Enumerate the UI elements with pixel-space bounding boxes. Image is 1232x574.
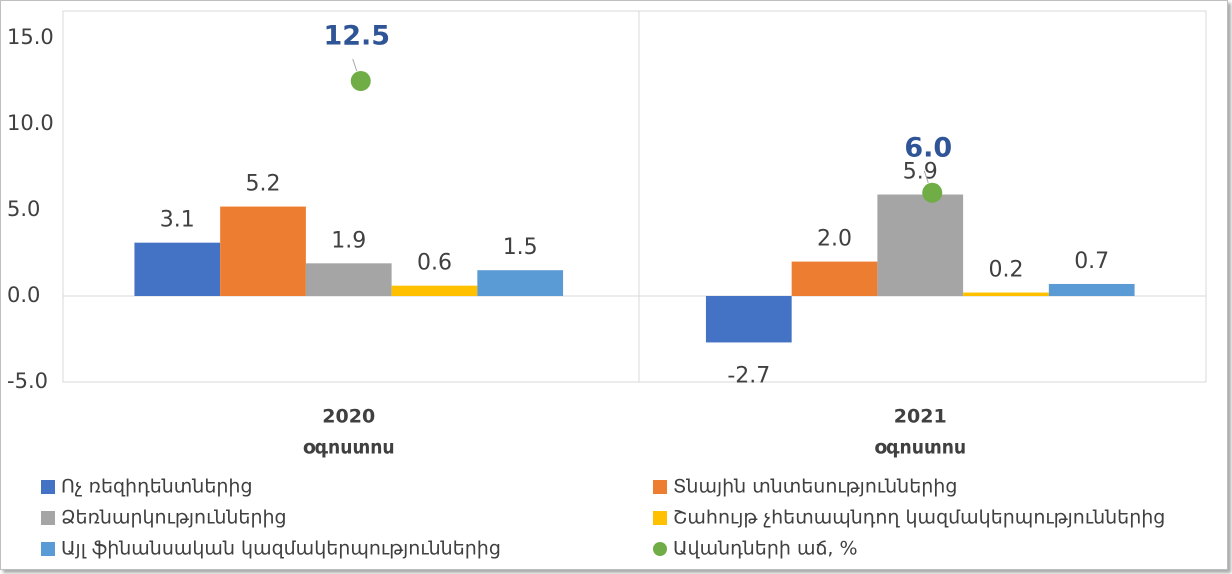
data-label: 0.7	[1074, 249, 1109, 274]
legend-swatch	[653, 542, 667, 556]
x-tick-label: 2021	[894, 406, 947, 428]
data-label: 0.2	[988, 258, 1023, 283]
y-tick-label: -5.0	[7, 369, 48, 393]
bar	[963, 292, 1049, 296]
bar	[477, 270, 564, 296]
bar	[705, 296, 792, 343]
bar	[1048, 283, 1135, 296]
bar	[305, 263, 392, 296]
data-label: 5.9	[903, 160, 938, 185]
data-label: -2.7	[727, 363, 770, 388]
legend-swatch	[653, 511, 667, 525]
leader-line	[352, 58, 358, 72]
legend-label: Տնային տնտեսություններից	[673, 476, 957, 498]
data-label: 0.6	[417, 251, 452, 276]
plot-frame	[62, 10, 1207, 383]
bar	[391, 285, 478, 296]
bar	[791, 261, 878, 296]
legend-swatch	[653, 480, 667, 494]
legend-label: Շահույթ չհետապնդող կազմակերպություններից	[673, 507, 1165, 529]
data-label: 1.9	[331, 228, 366, 253]
legend-swatch	[41, 480, 55, 494]
data-label: 2.0	[817, 227, 852, 252]
legend-label: Այլ ֆինանսական կազմակերպություններից	[61, 538, 501, 560]
x-tick-label: 2020	[322, 406, 375, 428]
legend-label: Ձեռնարկություններից	[61, 507, 287, 529]
dot	[350, 71, 371, 91]
data-label: 5.2	[246, 172, 281, 197]
y-tick-label: 5.0	[7, 197, 40, 221]
dot-label: 12.5	[323, 21, 390, 52]
legend-swatch	[41, 511, 55, 525]
bar	[877, 194, 964, 296]
leader-line	[923, 170, 929, 183]
data-label: 1.5	[503, 235, 538, 260]
y-tick-label: 10.0	[7, 111, 54, 135]
y-tick-label: 0.0	[7, 283, 40, 307]
bar	[134, 242, 221, 296]
legend-label: Ավանդների աճ, %	[673, 538, 858, 560]
bar	[220, 206, 306, 296]
legend-swatch	[41, 542, 55, 556]
legend-label: Ոչ ռեզիդենտներից	[61, 476, 252, 498]
dot	[922, 182, 943, 203]
y-tick-label: 15.0	[7, 25, 54, 49]
data-label: 3.1	[160, 208, 195, 233]
x-tick-label: օգոստոս	[303, 437, 395, 459]
dot-label: 6.0	[904, 132, 952, 163]
x-tick-label: օգոստոս	[874, 437, 966, 459]
